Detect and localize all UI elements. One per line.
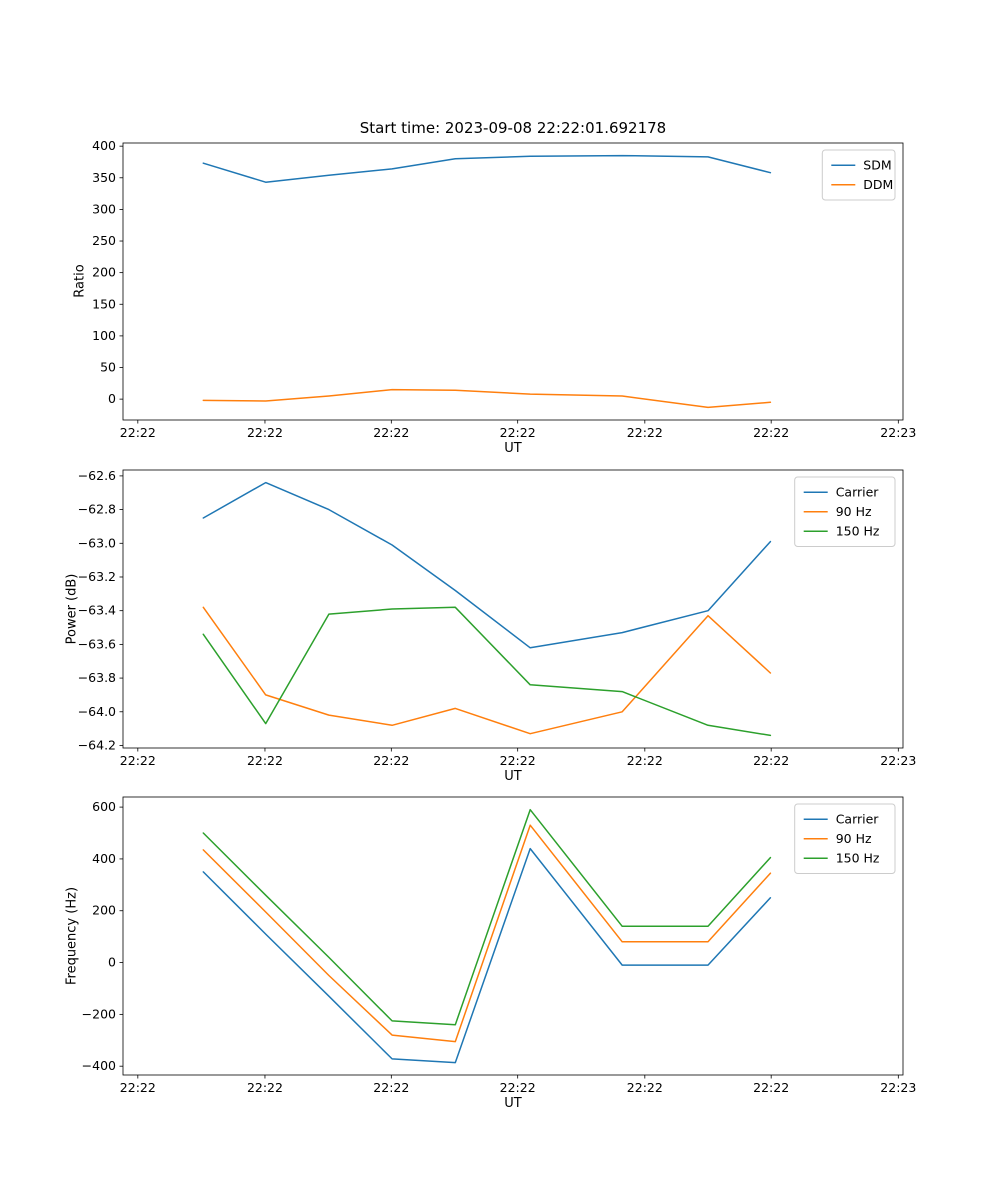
y-tick-label: 0 — [108, 391, 116, 406]
legend-label: 90 Hz — [836, 504, 872, 519]
x-tick-label: 22:22 — [753, 425, 789, 440]
ylabel-frequency: Frequency (Hz) — [64, 886, 80, 986]
y-tick-label: 300 — [92, 201, 116, 216]
series-line-150-hz — [202, 606, 772, 737]
y-tick-label: −62.6 — [78, 468, 116, 483]
y-tick-label: 100 — [92, 328, 116, 343]
subplot-3: −400 −200 0 200 400 600 22:22 22:22 22:22 22:22 22… — [82, 796, 916, 1095]
y-tick-label: −62.8 — [78, 502, 116, 517]
y-tick-label: −63.8 — [78, 670, 116, 685]
series-line-carrier — [202, 481, 772, 649]
plot-border — [122, 796, 904, 1076]
xlabel-power-chart: UT — [504, 769, 522, 784]
series-line-ddm — [202, 388, 772, 409]
y-tick-label: 350 — [92, 170, 116, 185]
y-tick-label: −64.2 — [78, 737, 116, 752]
x-tick-label: 22:22 — [247, 425, 283, 440]
x-tick-label: 22:22 — [247, 753, 283, 768]
x-tick-label: 22:22 — [373, 1080, 409, 1095]
xlabel-ratio-chart: UT — [504, 441, 522, 456]
x-tick-label: 22:22 — [627, 753, 663, 768]
legend-label: Carrier — [836, 484, 880, 499]
y-tick-label: 250 — [92, 233, 116, 248]
x-tick-label: 22:22 — [500, 753, 536, 768]
legend-label: Carrier — [836, 811, 880, 826]
x-tick-label: 22:22 — [120, 425, 156, 440]
x-tick-label: 22:22 — [247, 1080, 283, 1095]
y-tick-label: −63.0 — [78, 535, 116, 550]
chart-title: Start time: 2023-09-08 22:22:01.692178 — [359, 119, 667, 137]
series-line-90-hz — [202, 606, 772, 735]
y-tick-label: 0 — [108, 955, 116, 970]
series-line-sdm — [202, 154, 772, 183]
x-tick-label: 22:23 — [880, 425, 916, 440]
y-tick-label: 200 — [92, 265, 116, 280]
y-tick-label: −200 — [82, 1006, 116, 1021]
legend-label: DDM — [863, 177, 893, 192]
legend-box — [821, 149, 896, 201]
y-tick-label: 50 — [100, 360, 116, 375]
legend-label: 90 Hz — [836, 831, 872, 846]
legend-label: SDM — [863, 157, 891, 172]
y-tick-label: −63.4 — [78, 603, 116, 618]
y-tick-label: 200 — [92, 903, 116, 918]
series-line-carrier — [202, 847, 772, 1064]
x-tick-label: 22:23 — [880, 753, 916, 768]
y-tick-label: 400 — [92, 138, 116, 153]
y-tick-label: −63.6 — [78, 636, 116, 651]
y-tick-label: 400 — [92, 851, 116, 866]
series-line-90-hz — [202, 824, 772, 1043]
subplot-2: −64.2 −64.0 −63.8 −63.6 −63.4 −63.2 −63.0 −62.8… — [78, 468, 917, 768]
xlabel-frequency-chart: UT — [504, 1096, 522, 1111]
x-tick-label: 22:22 — [120, 753, 156, 768]
x-tick-label: 22:22 — [120, 1080, 156, 1095]
legend-label: 150 Hz — [836, 523, 880, 538]
y-tick-label: 150 — [92, 296, 116, 311]
series-line-150-hz — [202, 808, 772, 1026]
y-tick-label: −64.0 — [78, 704, 116, 719]
ylabel-power: Power (dB) — [64, 573, 80, 645]
legend-label: 150 Hz — [836, 850, 880, 865]
plot-border — [122, 469, 904, 749]
x-tick-label: 22:22 — [627, 425, 663, 440]
y-tick-label: −63.2 — [78, 569, 116, 584]
x-tick-label: 22:22 — [753, 1080, 789, 1095]
subplot-1: 0 50 100 150 200 250 300 350 400 22:22 22:22 22:22 2… — [92, 138, 916, 440]
x-tick-label: 22:22 — [373, 753, 409, 768]
legend-box — [794, 803, 896, 874]
x-tick-label: 22:22 — [627, 1080, 663, 1095]
plot-border — [122, 142, 904, 421]
x-tick-label: 22:22 — [500, 1080, 536, 1095]
ylabel-ratio: Ratio — [72, 264, 88, 298]
legend-box — [794, 476, 896, 547]
x-tick-label: 22:22 — [753, 753, 789, 768]
x-tick-label: 22:22 — [500, 425, 536, 440]
x-tick-label: 22:22 — [373, 425, 409, 440]
x-tick-label: 22:23 — [880, 1080, 916, 1095]
y-tick-label: 600 — [92, 799, 116, 814]
y-tick-label: −400 — [82, 1058, 116, 1073]
